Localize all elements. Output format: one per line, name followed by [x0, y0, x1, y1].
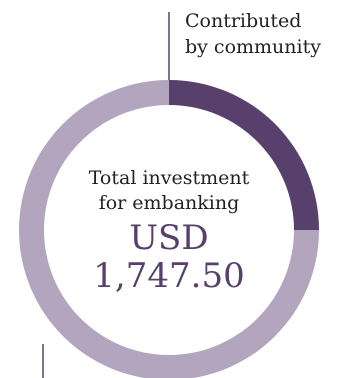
center-label-line-1: Total investment — [88, 167, 250, 189]
slice-community — [169, 80, 319, 230]
annotation-line-1: Contributed — [185, 10, 302, 32]
community-annotation: Contributed by community — [185, 8, 321, 60]
center-total-value: 1,747.50 — [93, 256, 245, 296]
donut-slices — [19, 80, 319, 378]
annotation-line-2: by community — [185, 36, 321, 58]
center-label-line-2: for embanking — [98, 192, 240, 214]
center-label: Total investment for embanking — [69, 166, 269, 216]
center-currency: USD — [129, 218, 209, 258]
